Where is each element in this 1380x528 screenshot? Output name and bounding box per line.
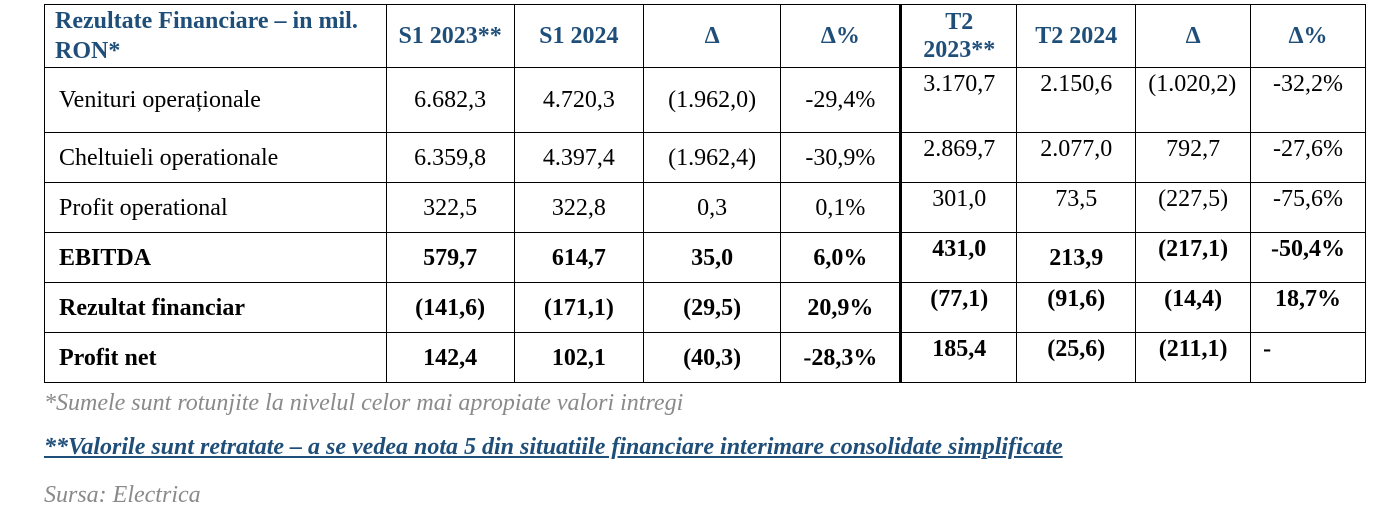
table-cell: 73,5 xyxy=(1016,182,1137,233)
table-row: Rezultat financiar (141,6) (171,1) (29,5… xyxy=(44,282,1366,333)
table-cell: 322,8 xyxy=(513,182,644,233)
table-cell: 301,0 xyxy=(899,182,1018,233)
table-cell: (14,4) xyxy=(1135,282,1252,333)
table-cell: 2.150,6 xyxy=(1016,67,1137,133)
table-row: Cheltuieli operationale 6.359,8 4.397,4 … xyxy=(44,132,1366,183)
table-cell: (77,1) xyxy=(899,282,1018,333)
table-cell: (91,6) xyxy=(1016,282,1137,333)
table-cell: 0,1% xyxy=(780,182,902,233)
column-header-s1-delta-pct: Δ% xyxy=(780,4,902,68)
row-label: Profit operational xyxy=(44,182,387,233)
row-label: EBITDA xyxy=(44,232,387,283)
table-cell: -75,6% xyxy=(1250,182,1366,233)
table-cell: 20,9% xyxy=(780,282,902,333)
table-cell: 431,0 xyxy=(899,232,1018,283)
table-cell: (1.962,0) xyxy=(642,67,782,133)
table-cell: 2.077,0 xyxy=(1016,132,1137,183)
table-cell: (217,1) xyxy=(1135,232,1252,283)
table-cell: (227,5) xyxy=(1135,182,1252,233)
table-cell: -29,4% xyxy=(780,67,902,133)
row-label: Profit net xyxy=(44,332,387,383)
table-cell: 792,7 xyxy=(1135,132,1252,183)
table-cell: -27,6% xyxy=(1250,132,1366,183)
table-cell: 6.359,8 xyxy=(385,132,515,183)
table-cell: 6.682,3 xyxy=(385,67,515,133)
table-cell: - xyxy=(1250,332,1366,383)
table-cell: 102,1 xyxy=(513,332,644,383)
table-cell: 614,7 xyxy=(513,232,644,283)
table-cell: 0,3 xyxy=(642,182,782,233)
table-cell: 3.170,7 xyxy=(899,67,1018,133)
table-cell: 142,4 xyxy=(385,332,515,383)
table-cell: -28,3% xyxy=(780,332,902,383)
table-cell: -32,2% xyxy=(1250,67,1366,133)
table-cell: 6,0% xyxy=(780,232,902,283)
table-cell: 2.869,7 xyxy=(899,132,1018,183)
table-cell: (211,1) xyxy=(1135,332,1252,383)
table-row: Profit operational 322,5 322,8 0,3 0,1% … xyxy=(44,182,1366,233)
column-header-t2-2023: T2 2023** xyxy=(899,4,1018,68)
column-header-t2-delta: Δ xyxy=(1135,4,1252,68)
table-cell: 35,0 xyxy=(642,232,782,283)
restated-footnote-link[interactable]: **Valorile sunt retratate – a se vedea n… xyxy=(44,434,1063,460)
table-cell: (1.962,4) xyxy=(642,132,782,183)
table-row: Venituri operaționale 6.682,3 4.720,3 (1… xyxy=(44,67,1366,133)
table-cell: 18,7% xyxy=(1250,282,1366,333)
table-cell: -50,4% xyxy=(1250,232,1366,283)
table-cell: -30,9% xyxy=(780,132,902,183)
source-note: Sursa: Electrica xyxy=(44,482,201,508)
table-cell: 185,4 xyxy=(899,332,1018,383)
table-cell: 213,9 xyxy=(1016,232,1137,283)
table-cell: (141,6) xyxy=(385,282,515,333)
column-header-s1-delta: Δ xyxy=(642,4,782,68)
table-cell: (171,1) xyxy=(513,282,644,333)
table-header-row: Rezultate Financiare – in mil. RON* S1 2… xyxy=(44,4,1366,68)
table-cell: 579,7 xyxy=(385,232,515,283)
row-label: Rezultat financiar xyxy=(44,282,387,333)
table-cell: (40,3) xyxy=(642,332,782,383)
row-label: Cheltuieli operationale xyxy=(44,132,387,183)
column-header-s1-2023: S1 2023** xyxy=(385,4,515,68)
table-cell: (25,6) xyxy=(1016,332,1137,383)
financial-results-table: Rezultate Financiare – in mil. RON* S1 2… xyxy=(44,4,1366,383)
table-cell: 4.397,4 xyxy=(513,132,644,183)
table-cell: (1.020,2) xyxy=(1135,67,1252,133)
table-cell: 322,5 xyxy=(385,182,515,233)
table-cell: 4.720,3 xyxy=(513,67,644,133)
column-header-s1-2024: S1 2024 xyxy=(513,4,644,68)
column-header-t2-delta-pct: Δ% xyxy=(1250,4,1366,68)
table-row: EBITDA 579,7 614,7 35,0 6,0% 431,0 213,9… xyxy=(44,232,1366,283)
rounding-footnote: *Sumele sunt rotunjite la nivelul celor … xyxy=(44,390,684,416)
row-label: Venituri operaționale xyxy=(44,67,387,133)
table-cell: (29,5) xyxy=(642,282,782,333)
column-header-t2-2024: T2 2024 xyxy=(1016,4,1137,68)
table-row: Profit net 142,4 102,1 (40,3) -28,3% 185… xyxy=(44,332,1366,383)
column-header-indicator: Rezultate Financiare – in mil. RON* xyxy=(44,4,387,68)
